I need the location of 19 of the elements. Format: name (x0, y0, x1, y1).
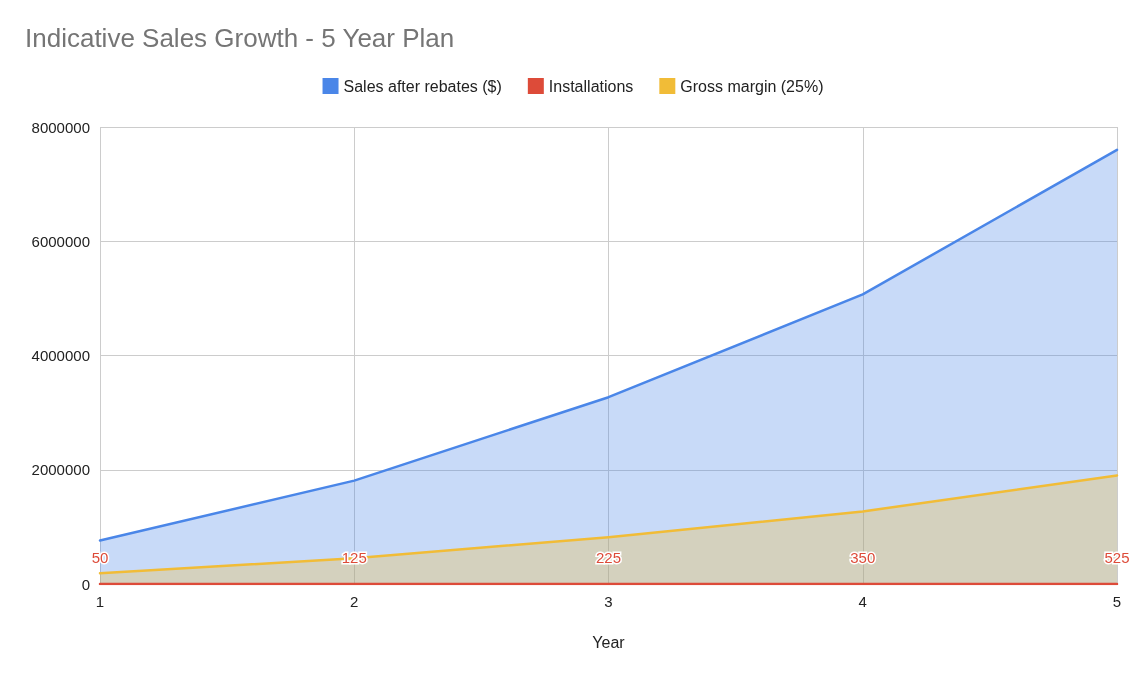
y-tick-label: 4000000 (31, 347, 90, 364)
x-tick-label: 1 (95, 593, 105, 610)
x-tick-label: 2 (350, 593, 359, 610)
legend-label: Gross margin (25%) (680, 77, 824, 95)
data-label: 50 (91, 549, 109, 566)
x-axis-title: Year (592, 633, 626, 651)
x-tick-label: 4 (858, 593, 867, 610)
legend-label: Sales after rebates ($) (343, 77, 502, 95)
x-tick-label: 5 (1112, 593, 1122, 610)
y-tick-label: 8000000 (31, 118, 90, 136)
y-tick-label: 6000000 (31, 232, 90, 250)
y-tick-label: 0 (81, 575, 90, 593)
chart-title: Indicative Sales Growth - 5 Year Plan (25, 23, 455, 53)
legend-label: Installations (548, 77, 634, 95)
data-label: 525 (1104, 548, 1130, 566)
data-label: 350 (850, 548, 876, 566)
x-tick-label: 3 (604, 593, 613, 610)
data-label: 225 (595, 548, 622, 566)
y-tick-label: 2000000 (31, 461, 90, 479)
